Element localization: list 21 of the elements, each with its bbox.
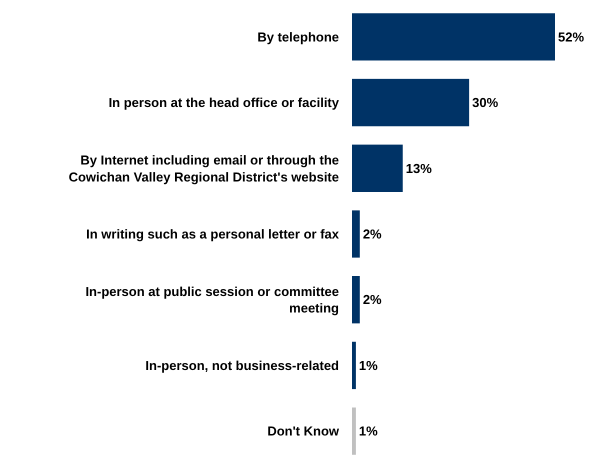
data-label: 30%	[472, 95, 499, 110]
y-tick-label: In-person, not business-related	[145, 358, 340, 373]
data-label: 2%	[362, 292, 382, 308]
bar	[352, 276, 360, 324]
y-tick-label: By Internet including email or through the Cowichan Valley Regional District's website	[68, 152, 339, 184]
data-label: 1%	[358, 424, 378, 439]
data-label: 1%	[358, 358, 378, 373]
y-tick-label: In-person at public session or committee meeting	[85, 284, 340, 316]
y-tick-label: In writing such as a personal letter or fax	[86, 226, 340, 242]
bar	[352, 13, 555, 61]
bar	[352, 78, 470, 126]
y-tick-label: In person at the head office or facility	[108, 95, 340, 110]
y-tick-label: By telephone	[257, 29, 339, 44]
bar	[352, 407, 356, 455]
data-label: 52%	[558, 29, 584, 44]
bar	[352, 144, 403, 192]
bar	[352, 342, 356, 390]
y-tick-label: Don't Know	[267, 424, 340, 439]
bar	[352, 210, 360, 258]
data-label: 2%	[362, 226, 382, 242]
data-label: 13%	[406, 160, 432, 176]
